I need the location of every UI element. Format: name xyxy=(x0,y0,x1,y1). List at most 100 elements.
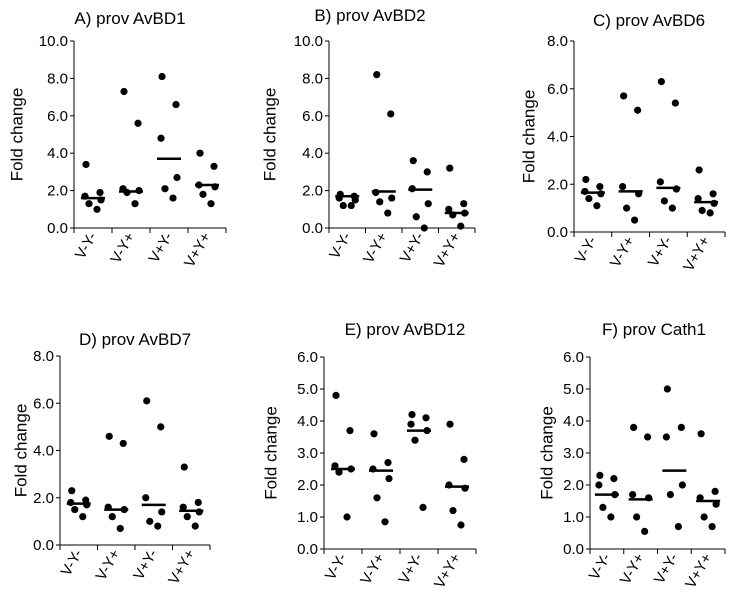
data-point xyxy=(697,430,705,438)
data-point xyxy=(146,517,154,525)
x-category-label: V-Y- xyxy=(322,550,351,583)
x-category-label: V-Y- xyxy=(572,233,601,266)
data-point xyxy=(385,475,393,483)
data-point xyxy=(157,134,165,142)
data-point xyxy=(630,423,638,431)
data-point xyxy=(172,100,180,109)
y-tick-label: 0.0 xyxy=(297,541,318,558)
y-tick-label: 4.0 xyxy=(33,443,54,460)
panel-title: F) prov Cath1 xyxy=(602,320,706,339)
y-axis-label: Fold change xyxy=(537,406,556,500)
data-point xyxy=(711,487,719,495)
data-point xyxy=(666,491,674,499)
data-point xyxy=(596,183,604,191)
y-tick-label: 0.0 xyxy=(33,537,54,554)
x-category-label: V-Y+ xyxy=(107,229,138,266)
data-point xyxy=(158,72,166,81)
data-point xyxy=(387,110,395,118)
data-point xyxy=(173,173,181,182)
data-point xyxy=(105,432,113,440)
data-point xyxy=(351,196,359,204)
x-category-label: V+Y+ xyxy=(431,229,465,270)
panel-title: A) prov AvBD1 xyxy=(74,9,185,28)
data-point xyxy=(457,521,465,529)
x-category-label: V-Y+ xyxy=(360,229,391,266)
y-tick-label: 8.0 xyxy=(47,70,68,87)
data-point xyxy=(411,436,419,444)
x-category-label: V-Y- xyxy=(72,229,101,262)
data-point xyxy=(593,202,601,210)
y-tick-label: 4.0 xyxy=(547,129,568,146)
panel-1: A) prov AvBD1 Fold change 0.0 2.0 4.0 6.0 8.0 1… xyxy=(7,9,227,271)
y-tick-label: 8.0 xyxy=(302,70,323,87)
x-category-label: V+Y- xyxy=(651,550,682,587)
data-point xyxy=(408,411,416,419)
y-tick-label: 8.0 xyxy=(547,33,568,50)
y-tick-label: 2.0 xyxy=(297,477,318,494)
x-category-label: V+Y- xyxy=(396,550,427,587)
data-point xyxy=(335,468,343,476)
x-category-label: V+Y- xyxy=(397,229,428,266)
data-point xyxy=(409,157,417,165)
data-point xyxy=(449,507,457,515)
data-point xyxy=(700,513,708,521)
panel-title: B) prov AvBD2 xyxy=(314,6,425,25)
y-tick-label: 2.0 xyxy=(563,477,584,494)
data-point xyxy=(620,92,628,100)
data-point xyxy=(199,190,207,198)
data-point xyxy=(596,471,604,479)
data-point xyxy=(423,168,431,176)
y-tick-label: 10.0 xyxy=(39,33,68,50)
data-point xyxy=(407,420,415,428)
y-tick-label: 0.0 xyxy=(563,541,584,558)
data-point xyxy=(657,77,665,86)
data-point xyxy=(708,523,716,531)
data-point xyxy=(412,213,420,221)
y-tick-label: 6.0 xyxy=(297,349,318,366)
data-point xyxy=(183,513,191,521)
data-point xyxy=(660,197,668,205)
data-point xyxy=(79,513,87,521)
y-tick-label: 4.0 xyxy=(302,145,323,162)
data-point xyxy=(96,188,104,197)
x-category-label: V+Y+ xyxy=(431,550,465,591)
y-tick-label: 6.0 xyxy=(302,108,323,125)
panel-4: D) prov AvBD7 Fold change 0.0 2.0 4.0 6.0 8.0 V… xyxy=(11,330,211,588)
panel-5: E) prov AvBD12 Fold change 0.0 1.0 2.0 3.0 4.0… xyxy=(261,320,477,592)
data-point xyxy=(677,423,685,431)
data-point xyxy=(207,200,215,208)
x-category-label: V-Y- xyxy=(586,550,615,583)
data-point xyxy=(161,185,169,193)
data-point xyxy=(607,513,615,521)
y-tick-label: 6.0 xyxy=(547,81,568,98)
y-axis-label: Fold change xyxy=(261,406,280,500)
data-point xyxy=(332,391,340,399)
data-point xyxy=(180,463,188,471)
data-point xyxy=(610,475,618,483)
data-point xyxy=(460,455,468,463)
data-point xyxy=(381,518,389,526)
panel-title: C) prov AvBD6 xyxy=(593,11,705,30)
x-category-label: V+Y- xyxy=(146,229,177,266)
data-point xyxy=(370,430,378,438)
data-point xyxy=(346,427,354,435)
y-tick-label: 4.0 xyxy=(563,413,584,430)
data-point xyxy=(698,206,706,215)
data-point xyxy=(191,522,199,530)
y-axis-label: Fold change xyxy=(7,88,26,182)
data-point xyxy=(116,524,124,533)
data-point xyxy=(706,209,714,217)
data-point xyxy=(712,500,720,508)
data-point xyxy=(373,494,381,502)
data-point xyxy=(422,414,430,422)
data-point xyxy=(108,513,116,521)
data-point xyxy=(709,190,717,198)
y-tick-label: 1.0 xyxy=(563,509,584,526)
data-point xyxy=(446,164,454,172)
data-point xyxy=(634,106,642,114)
y-tick-label: 8.0 xyxy=(33,348,54,365)
data-point xyxy=(619,183,627,191)
data-point xyxy=(154,522,162,530)
data-point xyxy=(633,513,641,521)
x-category-label: V-Y+ xyxy=(93,546,124,583)
